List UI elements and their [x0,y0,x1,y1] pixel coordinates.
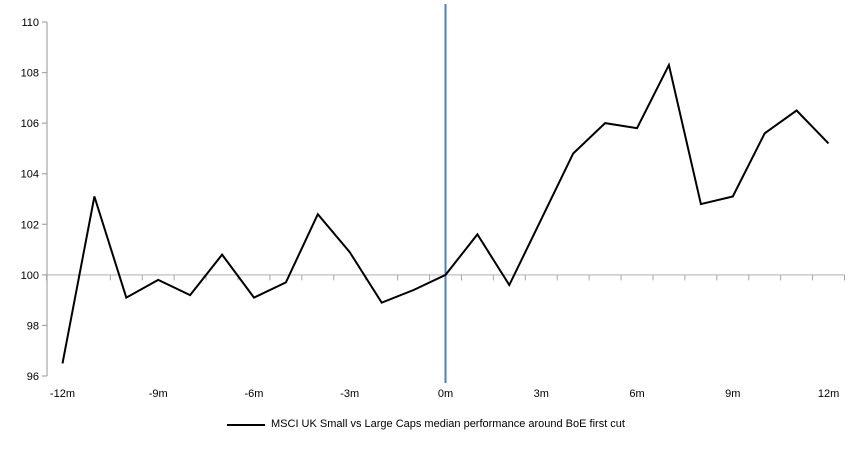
y-tick-label: 110 [21,17,39,29]
x-tick-label: 6m [629,388,644,400]
x-tick-label: -3m [340,388,359,400]
y-tick-label: 104 [21,169,39,181]
x-tick-label: -12m [50,388,75,400]
y-tick-label: 108 [21,68,39,80]
x-tick-label: -6m [245,388,264,400]
x-tick-label: 3m [534,388,549,400]
x-tick-label: 12m [818,388,839,400]
x-tick-label: 9m [725,388,740,400]
y-tick-label: 96 [27,371,39,383]
y-tick-label: 106 [21,118,39,130]
legend: MSCI UK Small vs Large Caps median perfo… [0,417,852,432]
x-tick-label: 0m [438,388,453,400]
legend-label: MSCI UK Small vs Large Caps median perfo… [271,418,625,430]
x-tick-label: -9m [149,388,168,400]
y-tick-label: 98 [27,320,39,332]
legend-line-sample [227,423,265,426]
y-tick-label: 102 [21,219,39,231]
y-tick-label: 100 [21,270,39,282]
series-line [61,62,830,364]
